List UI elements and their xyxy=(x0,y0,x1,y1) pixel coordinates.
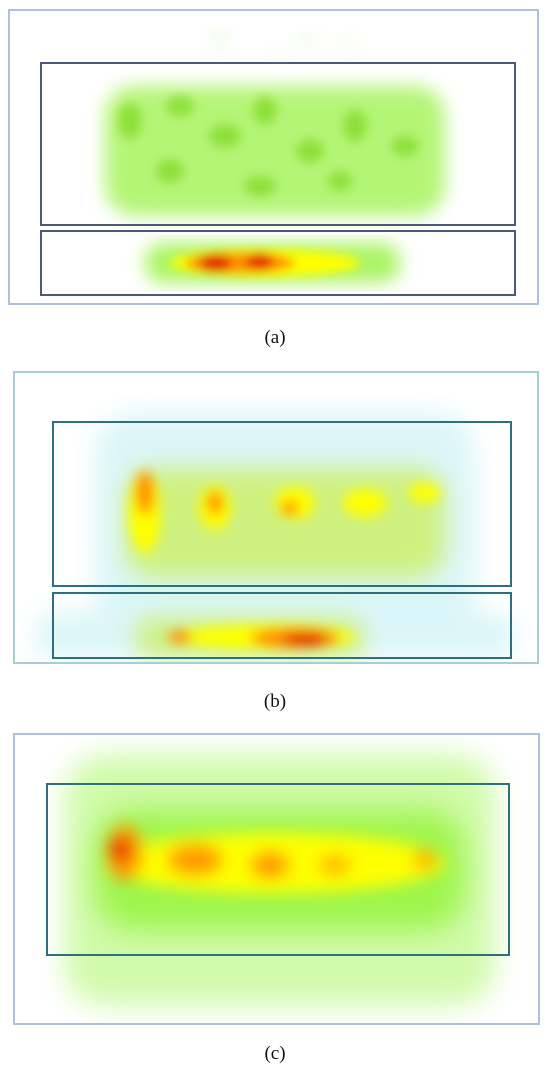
caption-b: (b) xyxy=(263,691,287,712)
region-box-bottom-b xyxy=(52,592,512,659)
region-box-bottom-a xyxy=(40,230,516,296)
caption-c: (c) xyxy=(264,1043,286,1064)
region-box-top-a xyxy=(40,62,516,226)
heatmap-panel-a xyxy=(8,9,539,305)
heatmap-panel-c xyxy=(13,733,540,1025)
heatmap-canvas-c xyxy=(46,755,510,1005)
heatmap-canvas-b xyxy=(35,413,515,659)
region-box-c xyxy=(46,783,510,956)
heatmap-panel-b xyxy=(13,371,539,664)
heatmap-canvas-a xyxy=(40,31,516,296)
caption-a: (a) xyxy=(264,327,286,348)
region-box-top-b xyxy=(52,421,512,587)
